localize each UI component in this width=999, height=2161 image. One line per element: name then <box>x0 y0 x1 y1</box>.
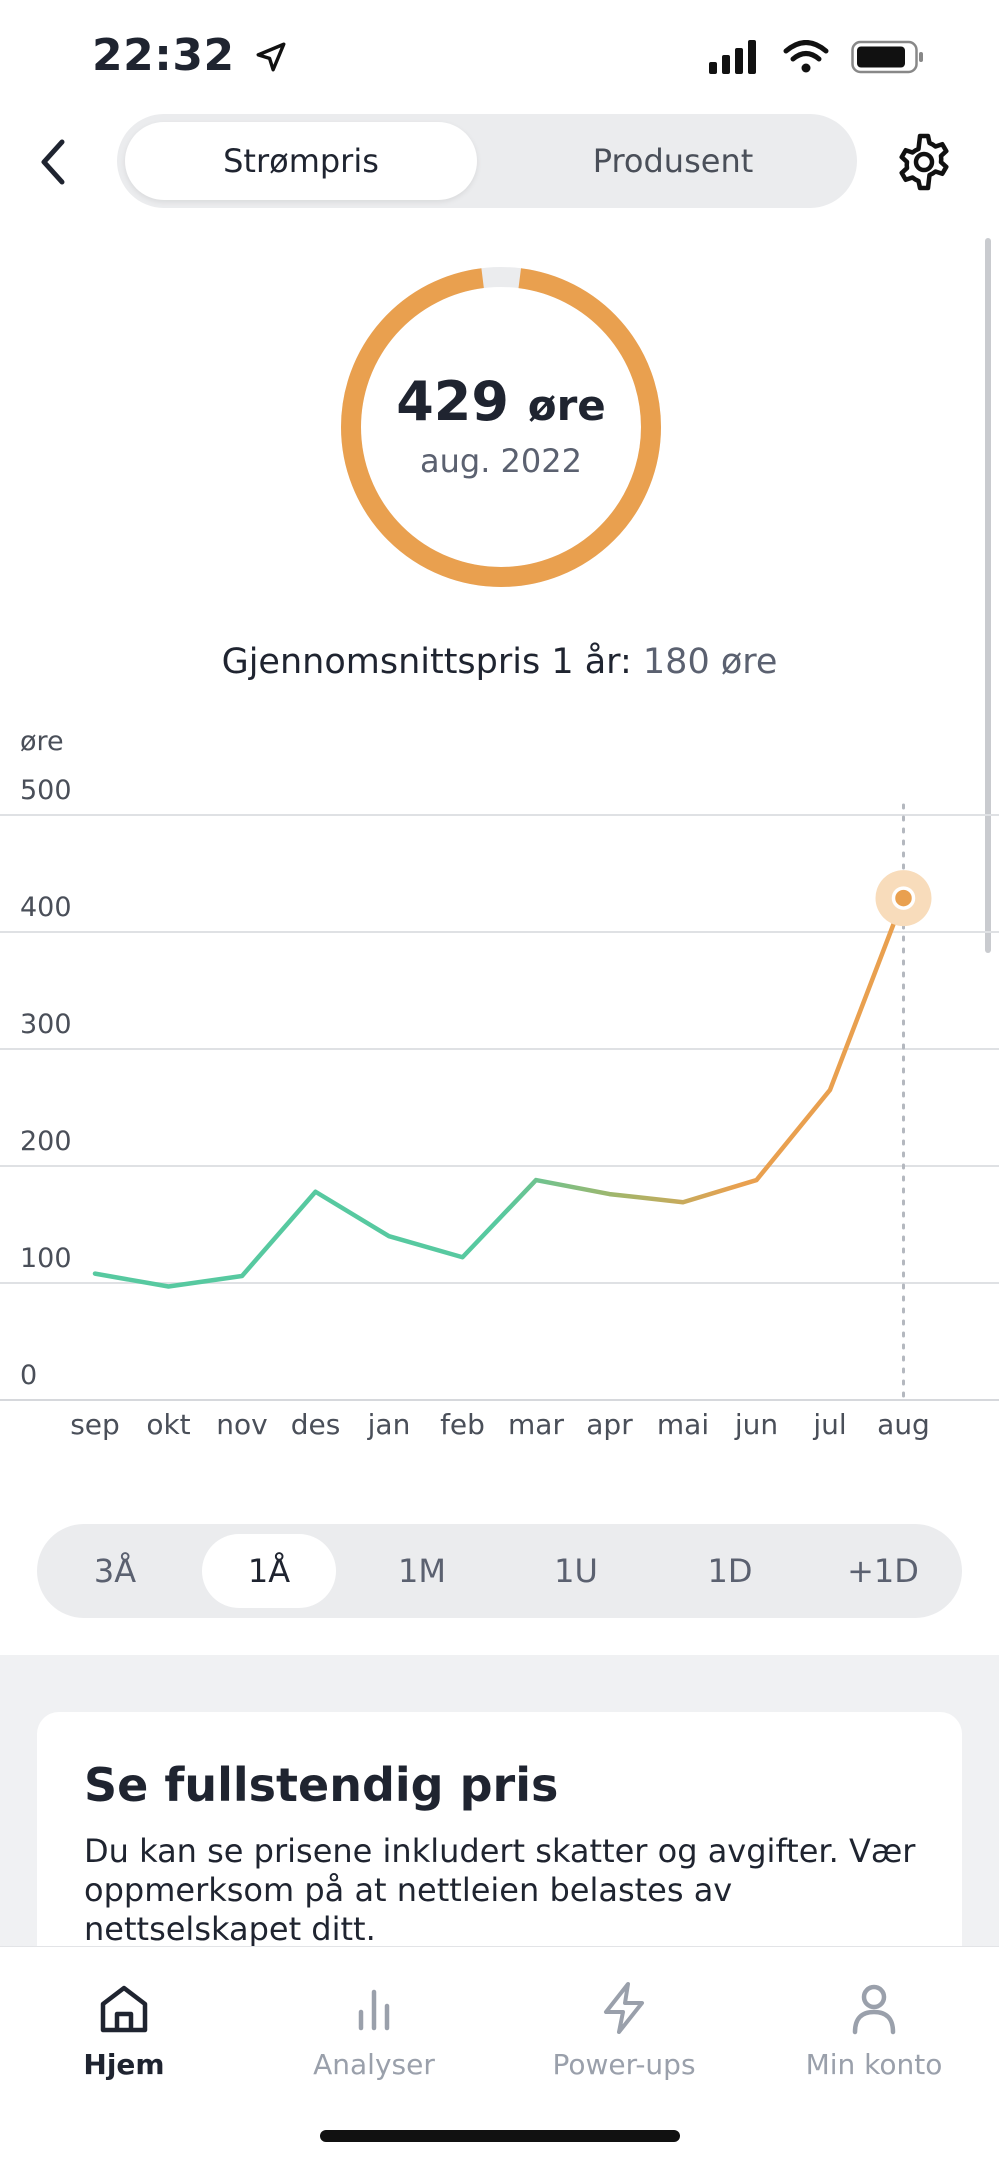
home-indicator <box>320 2130 680 2142</box>
y-tick-label: 400 <box>20 892 72 923</box>
tab-min-konto[interactable]: Min konto <box>774 1978 974 2081</box>
range-option[interactable]: 1U <box>554 1552 598 1590</box>
x-tick-label: apr <box>586 1408 633 1440</box>
person-icon <box>852 1984 896 2035</box>
range-option[interactable]: +1D <box>847 1552 919 1590</box>
status-time-text: 22:32 <box>92 30 235 81</box>
location-arrow-icon <box>256 42 286 72</box>
scrollbar[interactable] <box>985 238 991 953</box>
price-series-line <box>92 895 906 1289</box>
card-body: Du kan se prisene inkludert skatter og a… <box>84 1832 916 1948</box>
tab-produsent[interactable]: Produsent <box>592 142 754 180</box>
highlight-point[interactable] <box>891 886 916 910</box>
x-tick-label: jul <box>812 1408 846 1440</box>
y-tick-label: 100 <box>20 1243 72 1274</box>
x-tick-label: nov <box>216 1408 267 1440</box>
tab-hjem-label: Hjem <box>83 2048 165 2081</box>
tab-strompris[interactable]: Strømpris <box>125 122 477 200</box>
x-tick-label: mai <box>657 1408 709 1440</box>
range-option[interactable]: 3Å <box>93 1552 137 1590</box>
average-price-label: Gjennomsnittspris 1 år: <box>221 642 632 682</box>
battery-icon <box>851 40 923 74</box>
x-tick-label: des <box>291 1408 341 1440</box>
x-tick-label: jun <box>734 1408 778 1440</box>
tab-hjem[interactable]: Hjem <box>24 1978 224 2081</box>
current-price-value: 429 <box>396 370 509 433</box>
price-progress-ring <box>341 267 661 587</box>
y-tick-label: 0 <box>20 1360 37 1391</box>
y-axis-unit-label: øre <box>20 726 64 757</box>
cellular-signal-icon <box>709 40 756 74</box>
range-option[interactable]: 1M <box>398 1552 446 1590</box>
x-tick-label: mar <box>508 1408 564 1440</box>
range-option[interactable]: 1D <box>707 1552 753 1590</box>
x-tick-label: jan <box>367 1408 411 1440</box>
tab-analyser[interactable]: Analyser <box>274 1978 474 2081</box>
status-indicators <box>709 40 925 74</box>
tab-bar <box>0 1946 999 2161</box>
x-tick-label: feb <box>440 1408 485 1440</box>
current-period: aug. 2022 <box>420 442 582 480</box>
average-price: Gjennomsnittspris 1 år: 180 øre <box>0 642 999 682</box>
tab-analyser-label: Analyser <box>313 2048 435 2081</box>
gear-icon[interactable] <box>892 130 956 194</box>
status-time: 22:32 <box>92 30 288 81</box>
back-chevron-icon[interactable] <box>26 132 86 192</box>
current-price-unit: øre <box>527 381 606 430</box>
lightning-icon <box>604 1982 644 2034</box>
range-selector: 3Å 1Å 1M 1U 1D +1D <box>37 1524 962 1618</box>
y-tick-label: 200 <box>20 1126 72 1157</box>
wifi-icon <box>783 40 829 73</box>
tab-min-konto-label: Min konto <box>805 2048 943 2081</box>
y-tick-label: 500 <box>20 775 72 806</box>
range-option[interactable]: 1Å <box>202 1534 336 1608</box>
tab-power-ups[interactable]: Power-ups <box>524 1978 724 2081</box>
y-tick-label: 300 <box>20 1009 72 1040</box>
card-title: Se fullstendig pris <box>84 1758 559 1812</box>
x-tick-label: sep <box>70 1408 120 1440</box>
current-price: 429 øre <box>336 370 666 433</box>
tab-power-ups-label: Power-ups <box>552 2048 696 2081</box>
home-icon <box>100 1985 148 2033</box>
price-source-toggle: Strømpris Produsent <box>117 114 857 208</box>
x-tick-label: aug <box>877 1408 930 1440</box>
chart-icon <box>358 1989 390 2031</box>
average-price-value: 180 øre <box>642 642 778 682</box>
x-tick-label: okt <box>146 1408 190 1440</box>
